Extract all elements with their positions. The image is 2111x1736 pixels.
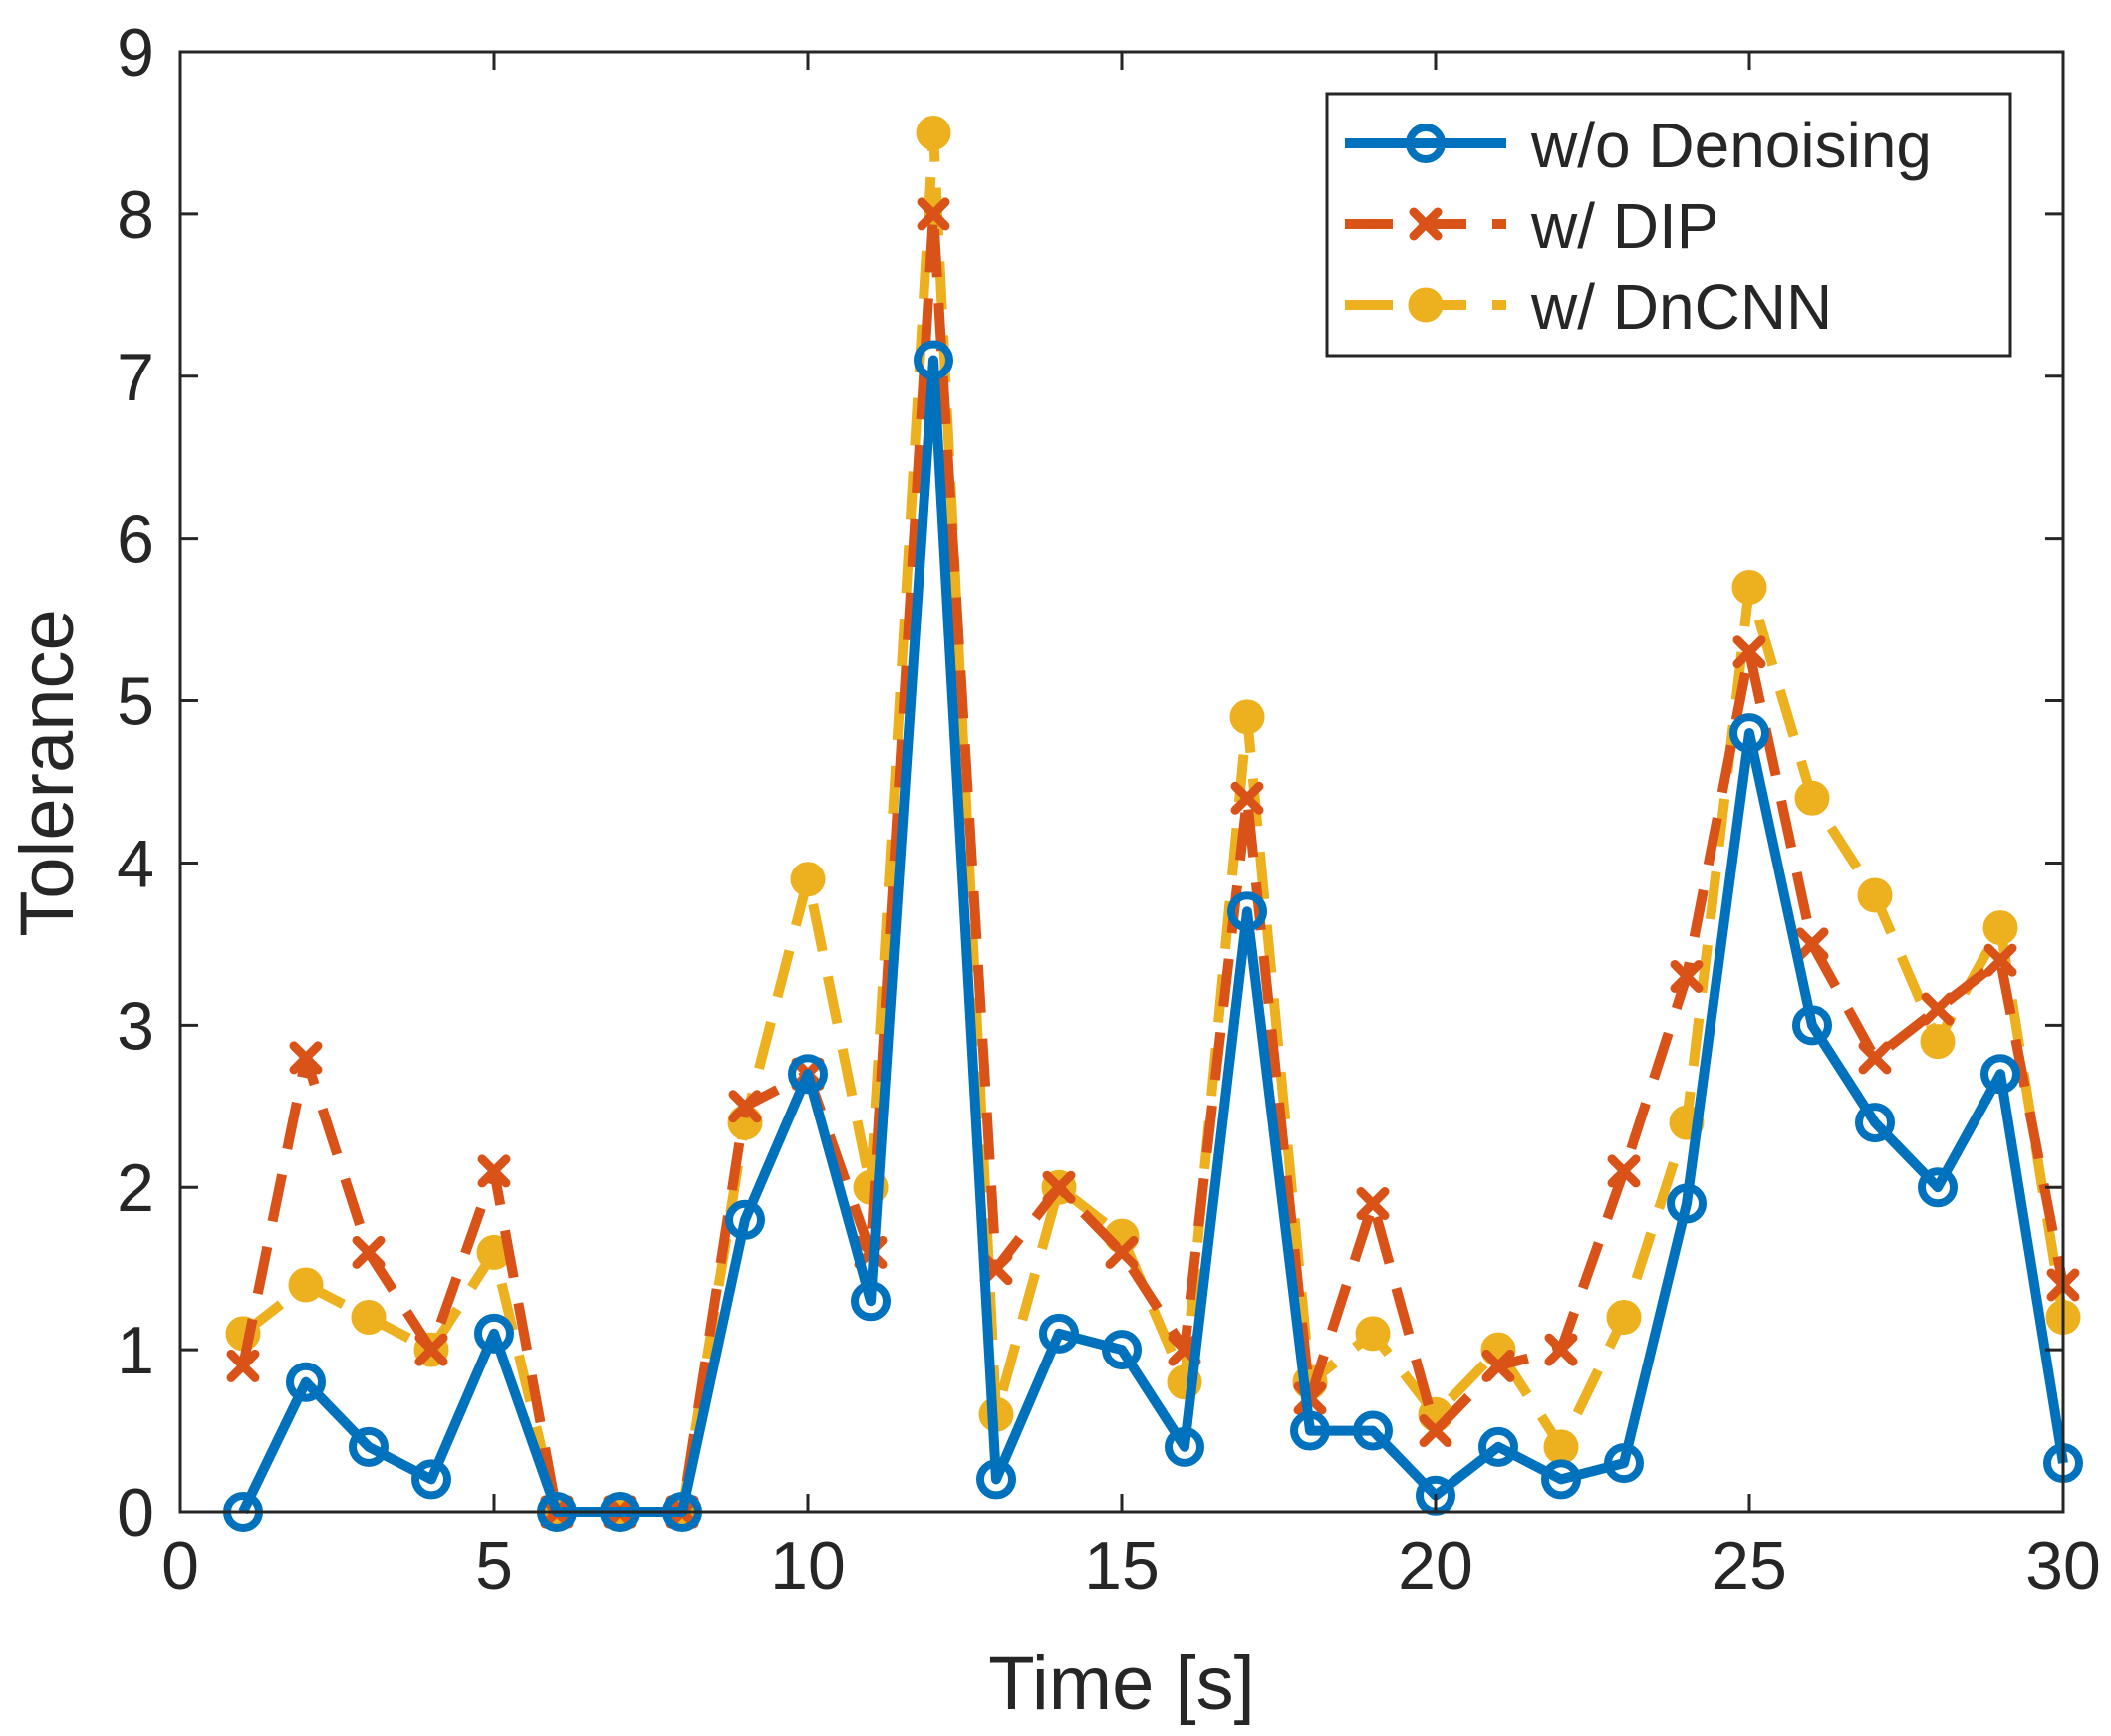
data-point-w-dip <box>917 197 950 231</box>
data-point-w-dip <box>1921 992 1955 1026</box>
data-point-w-o-denoising <box>1729 713 1769 754</box>
series-layer <box>223 115 2083 1532</box>
data-point-w-dncnn <box>1920 1024 1956 1060</box>
data-point-w-o-denoising <box>474 1313 514 1354</box>
legend-label-w-dip: w/ DIP <box>1530 190 1718 262</box>
data-point-w-dip <box>1670 959 1704 993</box>
data-point-w-o-denoising <box>286 1362 326 1402</box>
legend-entry-w-dip: w/ DIP <box>1345 190 1718 262</box>
x-tick-label: 15 <box>1084 1528 1160 1604</box>
data-point-w-dncnn <box>1982 910 2018 946</box>
data-point-w-dncnn <box>1543 1429 1579 1465</box>
x-tick-label: 30 <box>2025 1528 2101 1604</box>
y-tick-label: 5 <box>117 664 154 740</box>
legend: w/o Denoising w/ DIP w/ DnCNN <box>1325 92 2012 358</box>
data-point-w-o-denoising <box>976 1459 1016 1500</box>
data-point-w-dip <box>289 1041 323 1075</box>
data-point-w-dip <box>1732 635 1766 669</box>
data-point-w-o-denoising <box>788 1054 828 1095</box>
y-tick-label: 9 <box>117 15 154 91</box>
data-point-w-dip <box>1795 927 1829 961</box>
series-line-w-dip <box>238 208 2068 1517</box>
data-point-w-dip <box>414 1333 448 1366</box>
data-point-w-dncnn <box>351 1300 387 1336</box>
data-point-w-dncnn <box>1857 877 1893 913</box>
x-tick-label: 25 <box>1712 1528 1787 1604</box>
data-point-w-dip <box>1419 1414 1452 1448</box>
y-tick-label: 6 <box>117 502 154 578</box>
y-tick-label: 8 <box>117 177 154 253</box>
data-point-w-dip <box>1983 943 2017 977</box>
data-point-w-dncnn <box>1229 699 1265 735</box>
x-tick-label: 20 <box>1398 1528 1473 1604</box>
data-point-w-dip <box>1544 1333 1578 1366</box>
legend-marker-w-dip <box>1409 207 1443 241</box>
data-point-w-dncnn <box>288 1267 324 1303</box>
data-point-w-dip <box>1042 1170 1076 1204</box>
axes-layer: 0 5 10 15 20 25 30 0 1 2 3 4 5 6 7 8 9 <box>117 15 2101 1604</box>
data-point-w-dncnn <box>1355 1316 1391 1352</box>
legend-label-w-dncnn: w/ DnCNN <box>1530 271 1832 343</box>
data-point-w-dncnn <box>916 115 951 150</box>
legend-entry-w-dncnn: w/ DnCNN <box>1345 271 1832 343</box>
data-point-w-dip <box>1230 781 1264 815</box>
y-axis-label: Tolerance <box>5 609 90 937</box>
x-tick-label: 10 <box>770 1528 846 1604</box>
x-tick-label: 0 <box>161 1528 199 1604</box>
data-point-w-o-denoising <box>1478 1426 1518 1467</box>
data-point-w-o-denoising <box>1227 891 1267 932</box>
data-point-w-dip <box>1607 1154 1641 1188</box>
data-point-w-dncnn <box>1731 570 1767 606</box>
data-point-w-o-denoising <box>1353 1410 1393 1451</box>
data-point-w-dip <box>226 1349 260 1382</box>
y-tick-label: 3 <box>117 988 154 1064</box>
y-tick-label: 1 <box>117 1313 154 1388</box>
legend-entry-w-o-denoising: w/o Denoising <box>1345 110 1932 181</box>
data-point-w-dncnn <box>1606 1300 1642 1336</box>
data-point-w-o-denoising <box>1541 1459 1581 1500</box>
y-tick-label: 0 <box>117 1475 154 1551</box>
data-point-w-dip <box>352 1235 386 1269</box>
data-point-w-o-denoising <box>411 1459 451 1500</box>
y-tick-label: 2 <box>117 1150 154 1226</box>
data-point-w-o-denoising <box>1039 1313 1079 1354</box>
data-point-w-o-denoising <box>851 1281 891 1322</box>
data-point-w-o-denoising <box>725 1199 765 1240</box>
data-point-w-o-denoising <box>349 1426 389 1467</box>
data-point-w-o-denoising <box>1980 1054 2020 1095</box>
data-point-w-o-denoising <box>1792 1005 1832 1046</box>
data-point-w-o-denoising <box>914 340 953 380</box>
y-tick-label: 7 <box>117 340 154 415</box>
x-axis-label: Time [s] <box>988 1641 1254 1726</box>
data-point-w-dip <box>477 1154 511 1188</box>
data-point-w-o-denoising <box>1604 1443 1644 1484</box>
data-point-w-dncnn <box>1794 780 1830 816</box>
legend-marker-w-o-denoising <box>1406 124 1446 163</box>
data-point-w-dip <box>1481 1349 1515 1382</box>
data-point-w-o-denoising <box>1165 1426 1204 1467</box>
data-point-w-o-denoising <box>1667 1183 1707 1224</box>
data-point-w-dncnn <box>790 862 826 897</box>
data-point-w-dip <box>1858 1041 1892 1075</box>
data-point-w-o-denoising <box>1102 1330 1142 1370</box>
x-tick-label: 5 <box>475 1528 513 1604</box>
data-point-w-dip <box>1356 1187 1390 1221</box>
legend-label-w-o-denoising: w/o Denoising <box>1530 110 1932 181</box>
y-tick-label: 4 <box>117 826 154 901</box>
data-point-w-dip <box>1105 1235 1139 1269</box>
data-point-w-o-denoising <box>1918 1167 1958 1208</box>
series-line-w-o-denoising <box>238 355 2068 1517</box>
data-point-w-dip <box>728 1090 762 1123</box>
data-point-w-o-denoising <box>1290 1410 1330 1451</box>
legend-marker-w-dncnn <box>1408 287 1444 323</box>
data-point-w-o-denoising <box>1855 1103 1895 1143</box>
